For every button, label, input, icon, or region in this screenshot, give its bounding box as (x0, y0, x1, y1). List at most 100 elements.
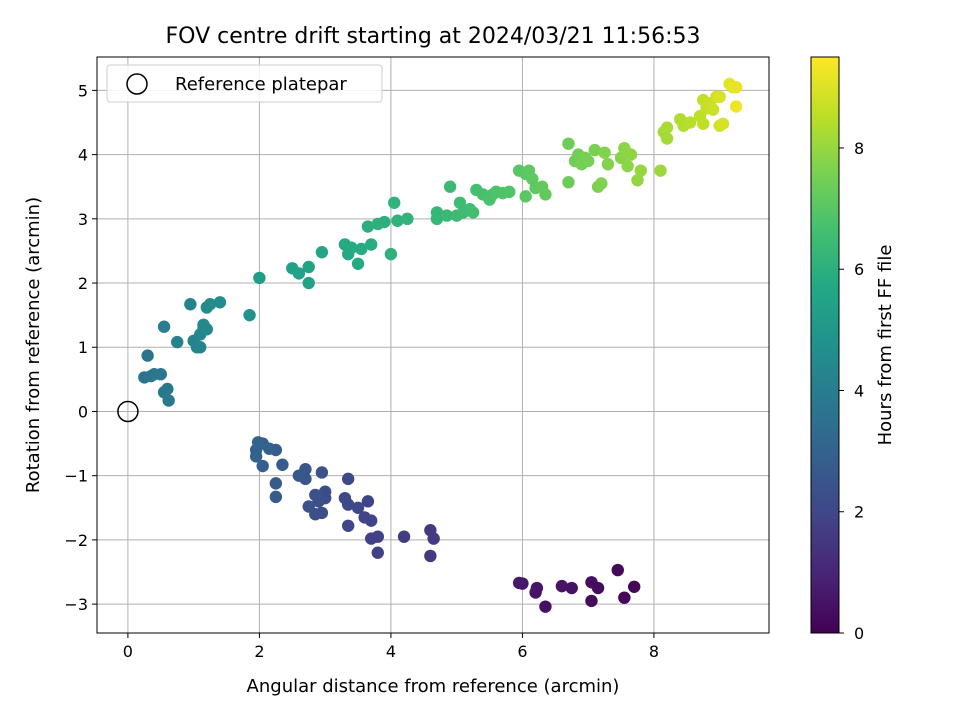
data-point (315, 466, 329, 479)
data-point (713, 90, 726, 104)
data-point (253, 271, 266, 285)
data-point (660, 132, 674, 145)
data-point (424, 549, 437, 563)
data-point (292, 267, 306, 280)
data-point (706, 103, 720, 116)
data-point (203, 298, 217, 311)
data-point (351, 501, 365, 514)
x-tick-label: 6 (517, 642, 527, 661)
data-point (251, 436, 265, 449)
data-point (190, 341, 204, 354)
data-point (213, 296, 227, 309)
data-point (512, 576, 526, 590)
data-point (565, 581, 578, 595)
data-point (729, 80, 743, 94)
x-axis-label: Angular distance from reference (arcmin) (247, 676, 620, 697)
x-tick-label: 0 (123, 642, 133, 661)
data-point (598, 146, 611, 159)
data-point (341, 519, 355, 532)
data-point (364, 238, 378, 251)
data-points (138, 77, 743, 613)
colorbar-tick-label: 4 (854, 381, 864, 400)
data-point (341, 472, 355, 486)
data-point (249, 450, 263, 463)
colorbar-tick-label: 2 (854, 503, 864, 522)
grid (97, 57, 769, 633)
data-point (391, 214, 404, 227)
data-point (315, 246, 329, 259)
legend-marker (126, 73, 148, 95)
data-point (628, 580, 641, 593)
data-point (161, 382, 174, 396)
data-point (555, 579, 569, 593)
data-point (716, 117, 730, 130)
data-point (351, 257, 365, 270)
data-point (539, 188, 552, 201)
data-point (588, 143, 601, 157)
legend-label: Reference platepar (175, 74, 347, 95)
data-point (631, 174, 644, 187)
data-point (371, 546, 384, 559)
y-axis: −3 −2 −1 0 1 2 3 4 5 (64, 81, 97, 614)
y-tick-label: 4 (78, 146, 88, 165)
legend: Reference platepar (106, 64, 383, 103)
reference-marker (117, 400, 139, 423)
data-point (345, 241, 358, 254)
data-point (269, 490, 283, 504)
y-tick-label: −2 (64, 531, 88, 550)
data-point (654, 164, 667, 177)
data-point (243, 308, 256, 322)
data-point (729, 100, 743, 113)
y-tick-label: 2 (78, 274, 88, 293)
colorbar-tick-label: 0 (854, 624, 864, 643)
reference-point (117, 400, 139, 423)
data-point (309, 488, 322, 502)
data-point (503, 185, 516, 199)
data-point (595, 177, 608, 190)
y-tick-label: 1 (78, 338, 88, 357)
data-point (378, 215, 391, 229)
data-point (581, 154, 595, 168)
data-point (539, 600, 552, 613)
data-point (292, 469, 306, 482)
data-point (440, 209, 454, 222)
data-point (388, 196, 401, 209)
data-point (276, 458, 289, 471)
data-point (384, 247, 398, 261)
data-point (634, 164, 647, 177)
colorbar: 0 2 4 6 8 Hours from first FF file (810, 56, 896, 643)
data-point (660, 121, 674, 134)
data-point (171, 335, 184, 349)
x-tick-label: 2 (254, 642, 264, 661)
x-tick-label: 8 (649, 642, 659, 661)
data-point (453, 196, 467, 209)
data-point (611, 563, 624, 577)
x-tick-label: 4 (386, 642, 396, 661)
data-point (302, 500, 315, 513)
colorbar-ticks: 0 2 4 6 8 (839, 139, 864, 643)
legend-box (106, 64, 383, 103)
data-point (427, 532, 440, 545)
data-point (256, 459, 269, 473)
data-point (624, 148, 638, 161)
x-axis: 0 2 4 6 8 (123, 633, 659, 661)
data-point (562, 137, 575, 150)
data-point (591, 581, 605, 595)
data-point (697, 117, 710, 130)
colorbar-tick-label: 8 (854, 139, 864, 158)
data-point (601, 158, 615, 171)
colorbar-tick-label: 6 (854, 260, 864, 279)
data-point (530, 581, 544, 595)
data-point (585, 594, 598, 608)
data-point (614, 151, 628, 165)
data-point (302, 276, 315, 290)
data-point (519, 190, 532, 203)
y-tick-label: 0 (78, 402, 88, 421)
chart-title: FOV centre drift starting at 2024/03/21 … (166, 24, 701, 49)
y-tick-label: −1 (64, 467, 88, 486)
data-point (157, 320, 171, 333)
data-point (197, 318, 210, 331)
data-point (361, 220, 375, 233)
